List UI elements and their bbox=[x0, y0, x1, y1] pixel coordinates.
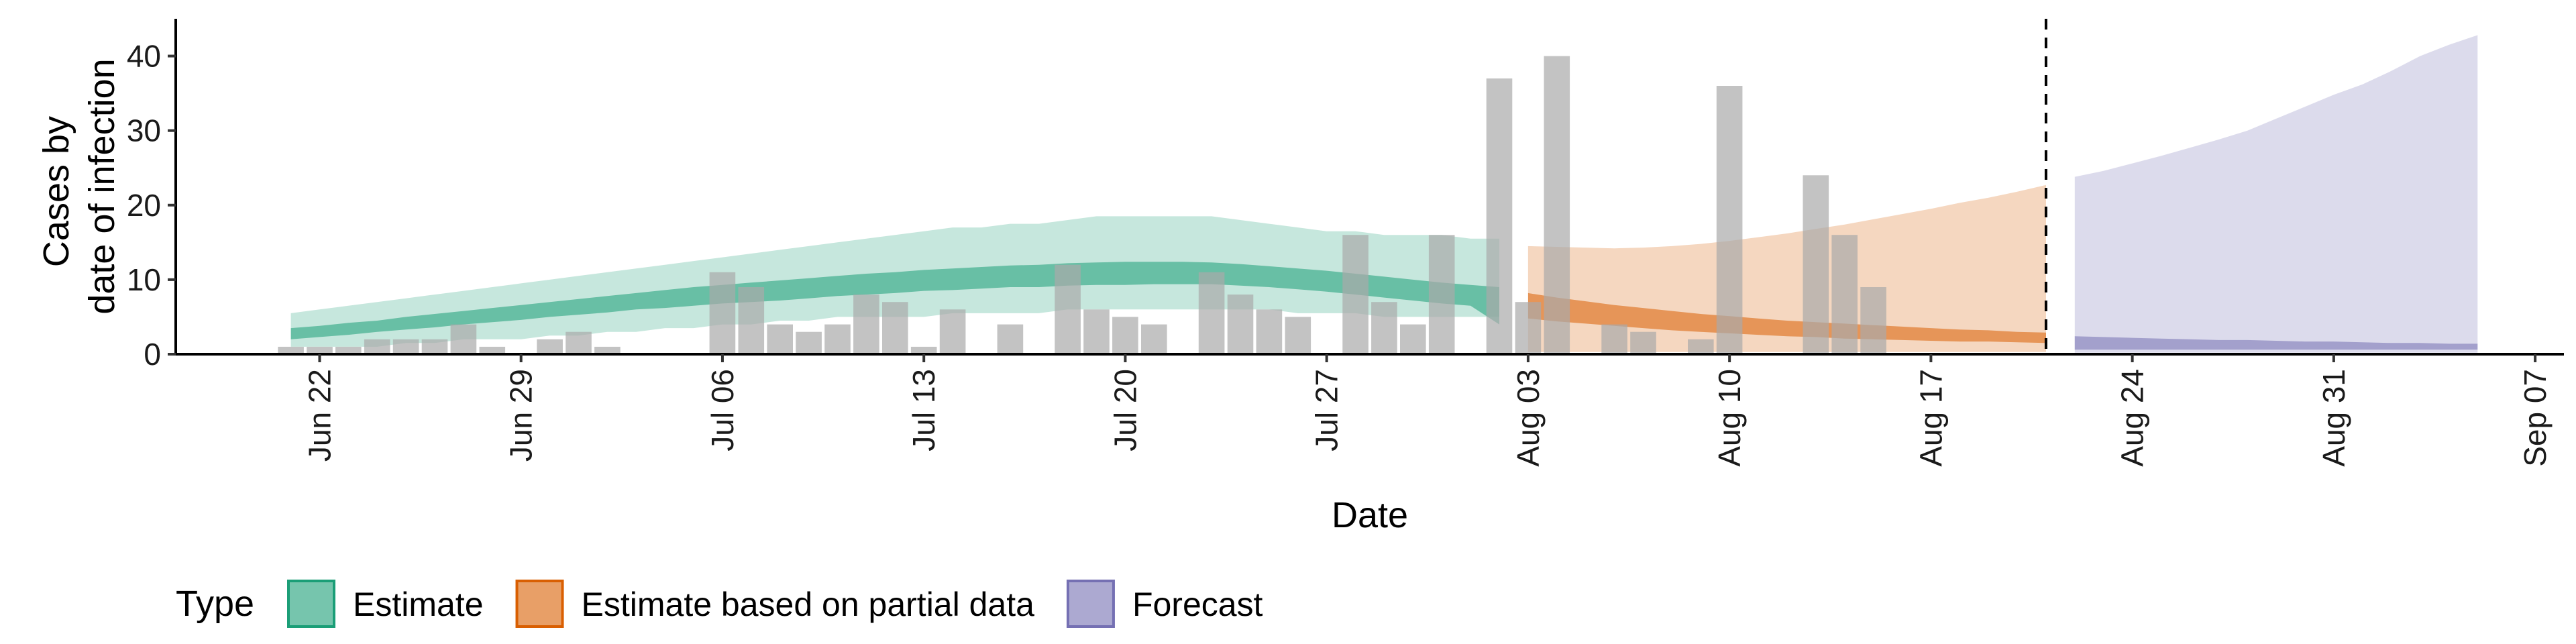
y-tick-label: 40 bbox=[127, 39, 161, 74]
case-bar bbox=[1428, 235, 1455, 354]
case-bar bbox=[1716, 86, 1743, 354]
case-bar bbox=[1342, 235, 1368, 354]
case-bar bbox=[421, 339, 448, 354]
case-bar bbox=[939, 309, 966, 354]
x-ticks: Jun 22 Jun 29 Jul 06 Jul 13 Jul 20 Jul 27 Aug … bbox=[302, 354, 2553, 467]
case-bar bbox=[1055, 264, 1081, 354]
case-bar bbox=[853, 294, 879, 354]
case-bar bbox=[1486, 78, 1513, 355]
y-ticks: 0 10 20 30 40 bbox=[127, 39, 176, 372]
forecast-ribbon-50 bbox=[2074, 336, 2478, 350]
y-tick-label: 20 bbox=[127, 188, 161, 223]
case-bar bbox=[1630, 331, 1656, 354]
case-bar bbox=[824, 324, 851, 354]
y-axis-title-line-1: Cases by bbox=[36, 116, 76, 267]
case-bar bbox=[566, 331, 592, 354]
legend-swatch-estimate bbox=[287, 580, 335, 628]
case-bar bbox=[882, 302, 908, 354]
axes-layer bbox=[174, 19, 2564, 356]
case-bar bbox=[1227, 294, 1254, 354]
y-tick-label: 0 bbox=[144, 337, 161, 372]
x-tick-label: Aug 17 bbox=[1913, 369, 1948, 467]
case-bar bbox=[1860, 287, 1886, 354]
x-tick-label: Aug 24 bbox=[2115, 369, 2150, 467]
x-tick-label: Jul 20 bbox=[1108, 369, 1142, 451]
x-tick-label: Jul 06 bbox=[705, 369, 740, 451]
case-bar bbox=[1112, 317, 1138, 354]
x-tick-label: Jun 22 bbox=[302, 369, 337, 462]
case-bar bbox=[1831, 235, 1858, 354]
forecast-ribbon-90 bbox=[2074, 35, 2478, 353]
x-tick-label: Jul 13 bbox=[906, 369, 941, 451]
case-bar bbox=[479, 346, 506, 354]
y-axis-title-line-2: date of infection bbox=[82, 58, 122, 314]
x-tick-label: Aug 03 bbox=[1511, 369, 1546, 467]
case-bar bbox=[364, 339, 390, 354]
case-bar bbox=[997, 324, 1024, 354]
legend: Type Estimate Estimate based on partial d… bbox=[176, 580, 1263, 628]
y-tick-label: 10 bbox=[127, 262, 161, 297]
legend-title: Type bbox=[176, 584, 254, 624]
x-tick-label: Sep 07 bbox=[2518, 369, 2553, 467]
case-bar bbox=[1285, 317, 1311, 354]
case-bar bbox=[1515, 302, 1542, 354]
case-bar bbox=[1083, 309, 1110, 354]
y-tick-label: 30 bbox=[127, 113, 161, 148]
x-tick-label: Aug 31 bbox=[2316, 369, 2351, 467]
estimate-based-on-partial-data-ribbon-50 bbox=[1527, 292, 2046, 343]
case-bar bbox=[767, 324, 793, 354]
y-axis-title: Cases by date of infection bbox=[36, 58, 122, 314]
case-bar bbox=[537, 339, 563, 354]
x-axis-title: Date bbox=[1332, 495, 1408, 535]
legend-items: Estimate Estimate based on partial data Fo… bbox=[287, 580, 1263, 628]
case-bar bbox=[1601, 324, 1627, 354]
case-bar bbox=[1400, 324, 1426, 354]
case-bar bbox=[1544, 56, 1570, 354]
case-bar bbox=[1371, 302, 1397, 354]
case-bar bbox=[450, 324, 477, 354]
case-bar bbox=[307, 346, 333, 354]
estimate-ribbon-50 bbox=[290, 262, 1500, 339]
legend-label-forecast: Forecast bbox=[1132, 586, 1263, 623]
x-tick-label: Aug 10 bbox=[1712, 369, 1747, 467]
case-bar bbox=[594, 346, 621, 354]
case-bar bbox=[278, 346, 304, 354]
case-bar bbox=[335, 346, 362, 354]
legend-swatch-forecast bbox=[1066, 580, 1115, 628]
case-bar bbox=[1256, 309, 1283, 354]
x-tick-label: Jun 29 bbox=[504, 369, 539, 462]
case-bar bbox=[392, 339, 419, 354]
case-bar bbox=[1803, 175, 1829, 354]
legend-label-estimate-based-on-partial-data: Estimate based on partial data bbox=[582, 586, 1035, 623]
legend-swatch-estimate-based-on-partial-data bbox=[515, 580, 564, 628]
case-bar bbox=[796, 331, 822, 354]
case-bar bbox=[1141, 324, 1167, 354]
legend-label-estimate: Estimate bbox=[353, 586, 484, 623]
case-bar bbox=[738, 287, 765, 354]
case-bar bbox=[1688, 339, 1714, 354]
bars-layer bbox=[278, 56, 1886, 355]
ribbons-layer bbox=[290, 35, 2478, 353]
case-bar bbox=[1198, 272, 1225, 354]
case-bar bbox=[709, 272, 736, 354]
case-bar bbox=[910, 346, 937, 354]
x-tick-label: Jul 27 bbox=[1309, 369, 1344, 451]
